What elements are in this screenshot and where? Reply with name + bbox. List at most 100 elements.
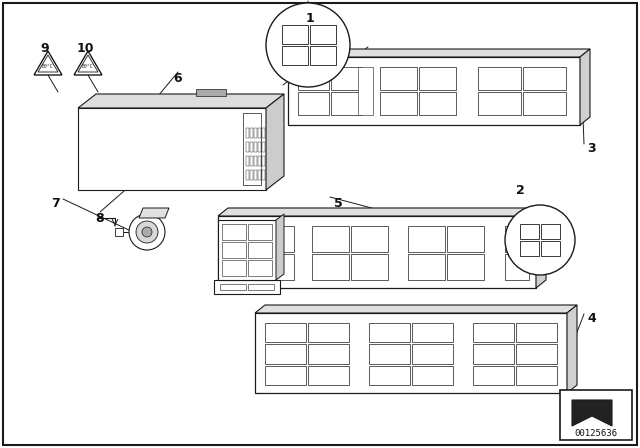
Bar: [523, 92, 566, 115]
Polygon shape: [78, 94, 284, 108]
Bar: [282, 25, 308, 44]
Polygon shape: [243, 113, 261, 185]
Bar: [412, 366, 453, 385]
Bar: [473, 366, 514, 385]
Bar: [298, 92, 329, 115]
Bar: [516, 323, 557, 342]
Bar: [412, 345, 453, 364]
Bar: [265, 366, 306, 385]
Bar: [369, 366, 410, 385]
Bar: [541, 224, 560, 239]
Bar: [246, 156, 249, 166]
Bar: [246, 142, 249, 152]
Polygon shape: [255, 305, 577, 313]
Bar: [138, 154, 173, 182]
Bar: [331, 67, 362, 90]
Bar: [250, 156, 253, 166]
Bar: [478, 67, 521, 90]
Polygon shape: [78, 108, 266, 190]
Polygon shape: [196, 89, 226, 96]
Bar: [254, 128, 257, 138]
Bar: [250, 128, 253, 138]
Polygon shape: [536, 208, 546, 288]
Bar: [505, 226, 529, 252]
Bar: [380, 92, 417, 115]
Bar: [478, 92, 521, 115]
Text: 5: 5: [333, 197, 342, 210]
Bar: [222, 260, 246, 276]
Bar: [312, 254, 349, 280]
Polygon shape: [78, 55, 98, 72]
Polygon shape: [218, 216, 536, 288]
Bar: [254, 170, 257, 180]
Polygon shape: [288, 49, 590, 57]
Bar: [308, 345, 349, 364]
Bar: [351, 226, 388, 252]
Bar: [115, 228, 123, 236]
Polygon shape: [255, 313, 567, 393]
Bar: [473, 323, 514, 342]
Bar: [505, 254, 529, 280]
Circle shape: [129, 214, 165, 250]
Bar: [308, 323, 349, 342]
Text: 2: 2: [516, 184, 524, 197]
Bar: [258, 128, 261, 138]
Bar: [258, 170, 261, 180]
Bar: [516, 345, 557, 364]
Bar: [282, 46, 308, 65]
Circle shape: [266, 3, 350, 87]
Polygon shape: [572, 400, 612, 426]
Text: 00125636: 00125636: [575, 428, 618, 438]
Bar: [140, 158, 170, 168]
Bar: [88, 154, 123, 182]
Bar: [254, 156, 257, 166]
Bar: [90, 158, 120, 168]
Bar: [246, 128, 249, 138]
Bar: [246, 170, 249, 180]
Text: 9: 9: [41, 42, 49, 55]
Bar: [254, 142, 257, 152]
Bar: [369, 323, 410, 342]
Polygon shape: [567, 305, 577, 393]
Bar: [412, 323, 453, 342]
Bar: [190, 170, 220, 180]
Bar: [262, 142, 265, 152]
Bar: [248, 284, 274, 290]
Bar: [262, 226, 294, 252]
Circle shape: [505, 205, 575, 275]
Polygon shape: [276, 214, 284, 280]
Bar: [380, 67, 417, 90]
Bar: [248, 242, 272, 258]
Text: 6: 6: [173, 72, 182, 85]
Bar: [310, 46, 336, 65]
Polygon shape: [218, 208, 546, 216]
Bar: [331, 92, 362, 115]
Bar: [258, 142, 261, 152]
Bar: [248, 224, 272, 240]
Bar: [520, 241, 539, 256]
Bar: [262, 170, 265, 180]
Bar: [447, 254, 484, 280]
Bar: [516, 366, 557, 385]
Bar: [250, 142, 253, 152]
Text: 80°C: 80°C: [42, 64, 54, 69]
Bar: [248, 260, 272, 276]
Bar: [351, 254, 388, 280]
Bar: [90, 170, 120, 180]
Polygon shape: [74, 51, 102, 75]
Bar: [258, 156, 261, 166]
Polygon shape: [38, 55, 58, 72]
Text: 7: 7: [51, 197, 60, 210]
Bar: [358, 67, 373, 115]
Polygon shape: [214, 280, 280, 294]
Bar: [190, 158, 220, 168]
Bar: [262, 156, 265, 166]
Bar: [447, 226, 484, 252]
Text: 10: 10: [76, 42, 93, 55]
Bar: [250, 170, 253, 180]
Polygon shape: [580, 49, 590, 125]
Bar: [222, 242, 246, 258]
Polygon shape: [288, 57, 580, 125]
Text: 8: 8: [96, 211, 104, 224]
Polygon shape: [139, 208, 169, 218]
